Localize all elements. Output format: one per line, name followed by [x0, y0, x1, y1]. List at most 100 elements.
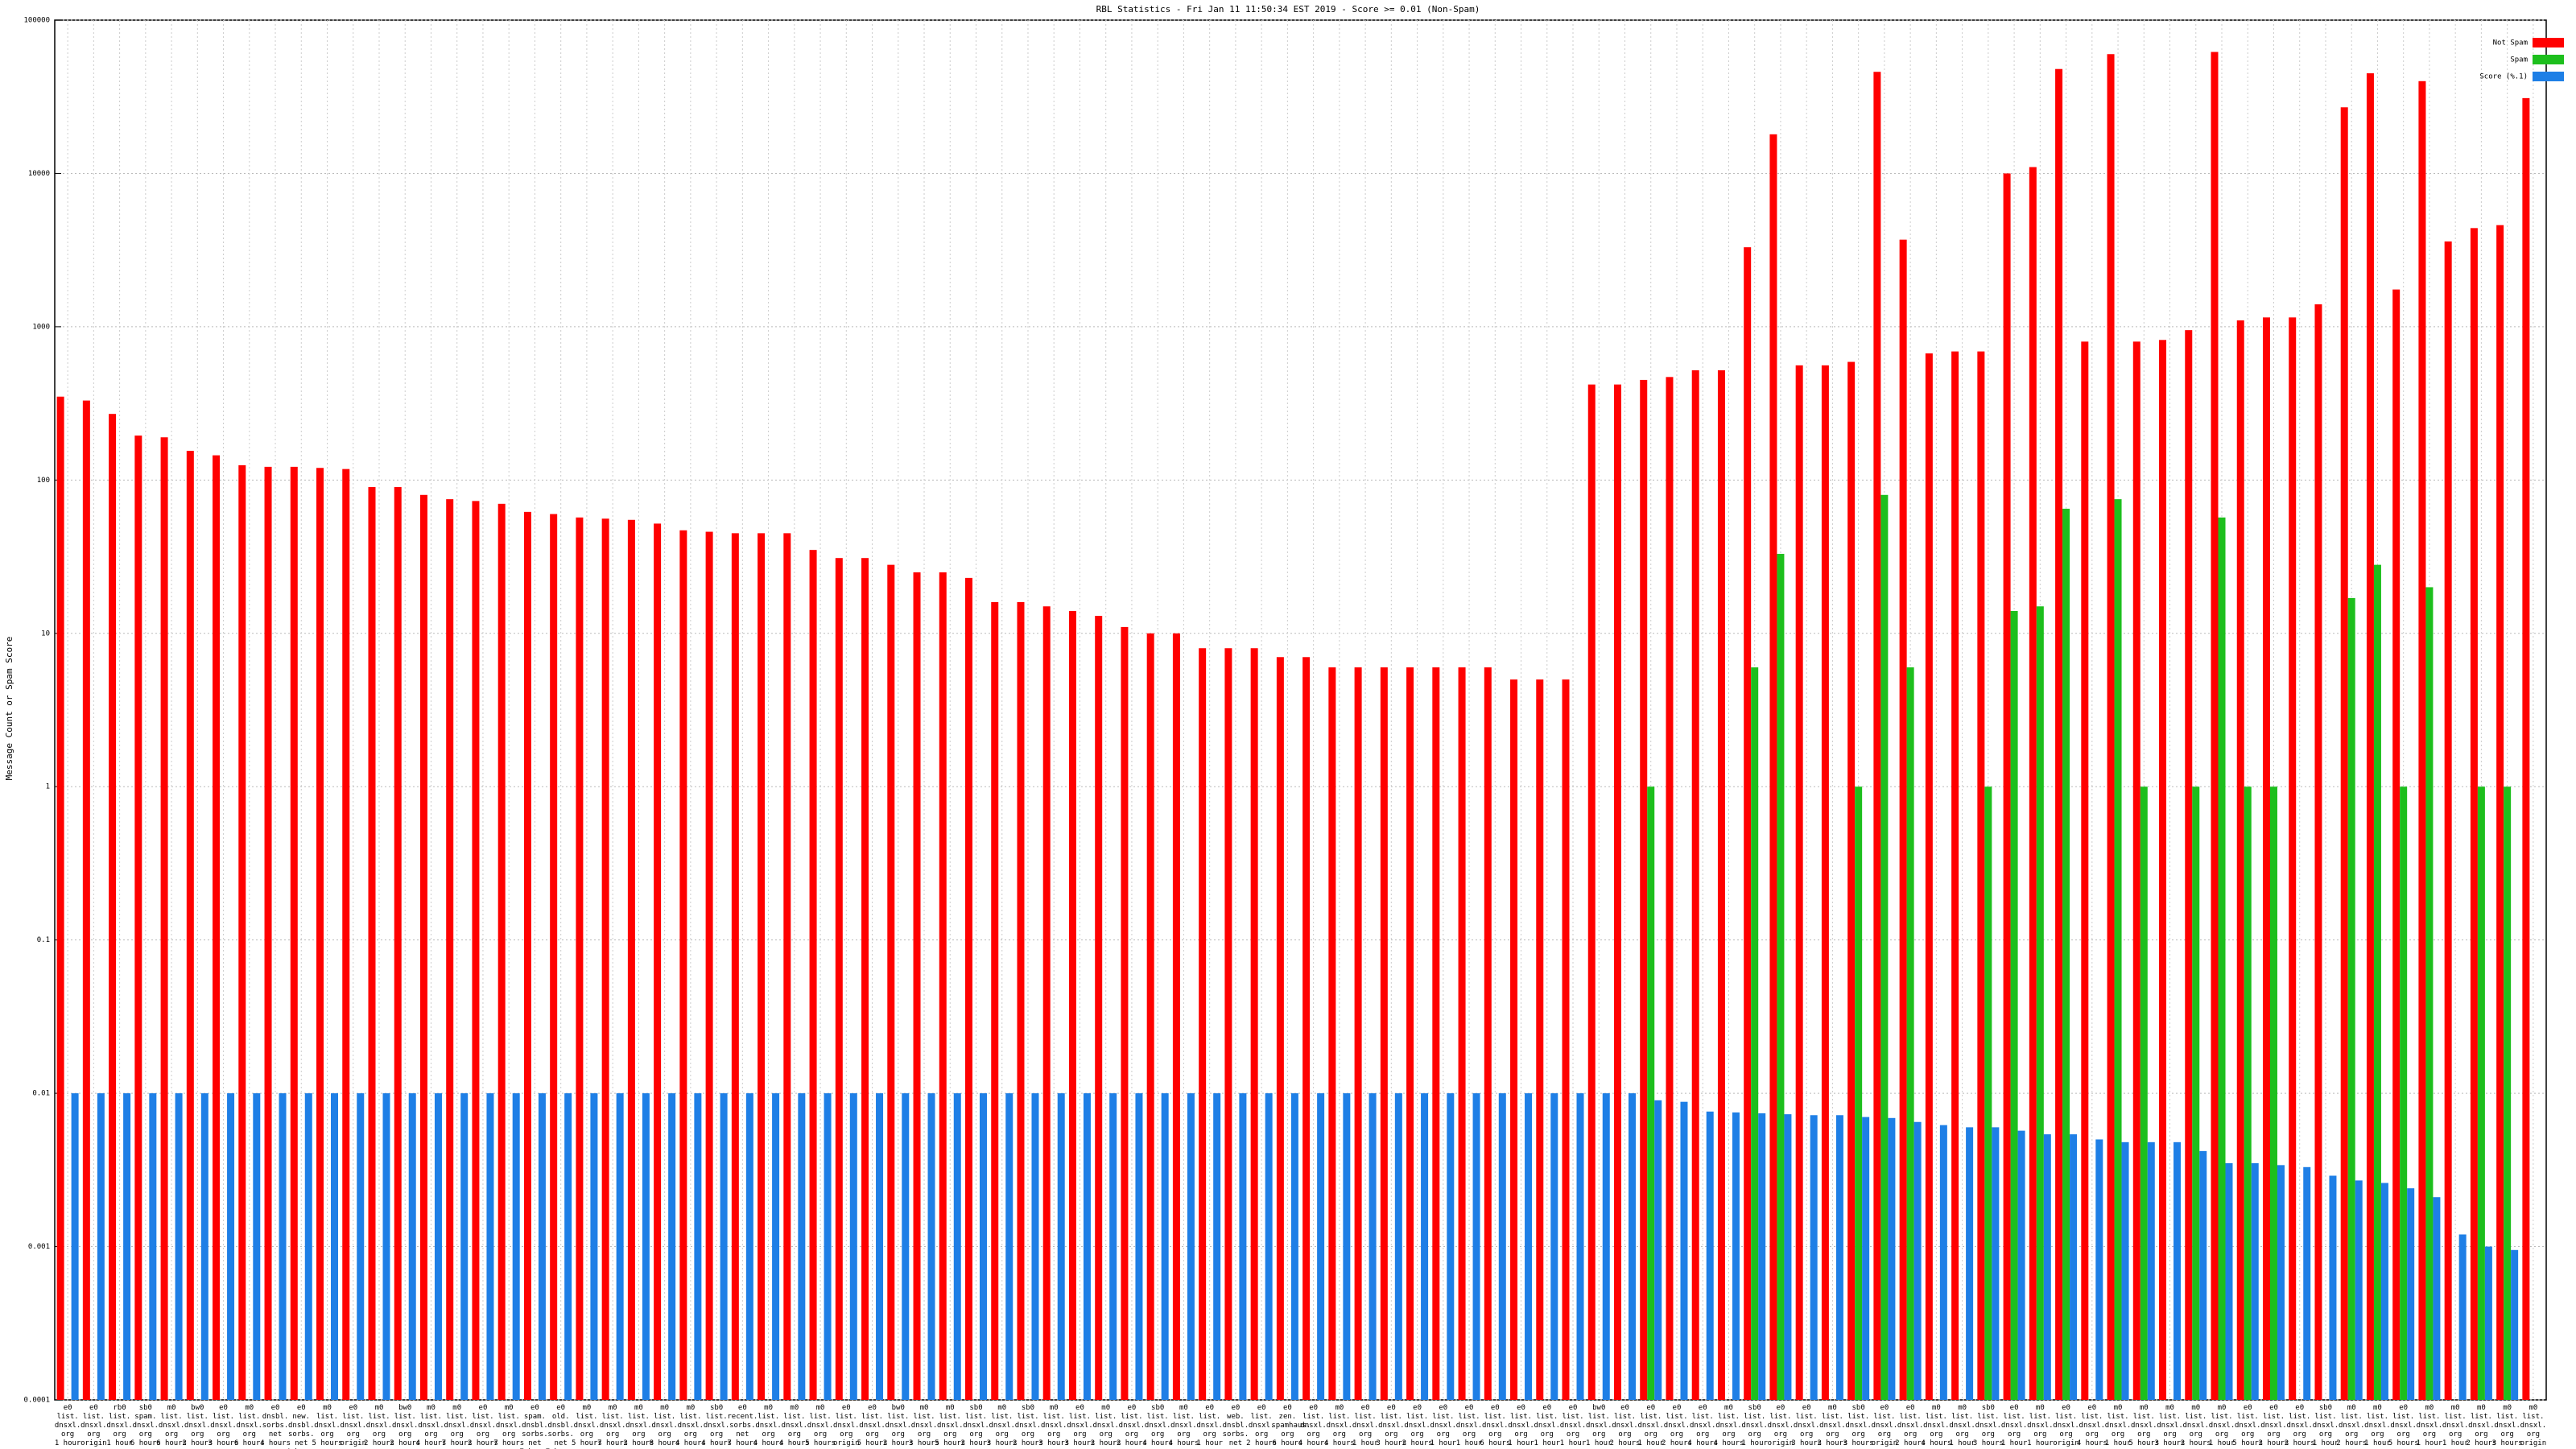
x-tick-label: m0 list. dnsxl. org 5 hours	[571, 1404, 602, 1447]
bar	[2192, 786, 2200, 1400]
bar	[2055, 68, 2063, 1401]
x-tick-label: e0 list. dnsxl. org 1 hour	[1508, 1404, 1534, 1447]
bar	[550, 514, 558, 1400]
x-tick-label: m0 list. dnsxl. org 4 hours	[753, 1404, 784, 1447]
x-tick-label: e0 list. dnsxl. org 1 hour	[2000, 1404, 2028, 1447]
x-tick-label: e0 list. dnsxl. org 3 hours	[208, 1404, 239, 1447]
bar	[1432, 667, 1440, 1400]
bar	[486, 1093, 494, 1400]
y-tick-label: 100	[37, 477, 50, 485]
bar	[1224, 648, 1232, 1400]
x-tick-label: e0 list. dnsxl. org 5 hours	[857, 1404, 888, 1447]
bar	[123, 1093, 131, 1400]
bar	[2289, 317, 2297, 1400]
bar	[2458, 1234, 2467, 1400]
x-tick-label: sb0 list. dnsxl. org 3 hours	[1972, 1404, 2004, 1447]
bar	[2029, 167, 2037, 1401]
bar	[1602, 1093, 1610, 1400]
bar	[2511, 1249, 2519, 1400]
bar	[2347, 597, 2355, 1400]
bar	[1057, 1093, 1065, 1400]
y-tick-label: 0.01	[32, 1090, 50, 1098]
y-axis-label: Message Count or Spam Score	[4, 637, 14, 781]
bar	[2010, 610, 2018, 1400]
x-tick-label: m0 list. dnsxl. org 2 hours	[1817, 1404, 1848, 1447]
x-tick-label: bw0 list. dnsxl. org 2 hours	[182, 1404, 213, 1447]
y-tick-label: 1000	[32, 323, 50, 331]
bar	[1925, 353, 1933, 1400]
bar	[1472, 1093, 1480, 1400]
bar	[1587, 384, 1596, 1401]
bar	[1706, 1111, 1714, 1400]
bar	[2251, 1162, 2259, 1400]
x-tick-label: m0 list. dnsxl. org 8 hours	[649, 1404, 680, 1447]
bar	[1394, 1093, 1402, 1400]
x-tick-label: e0 list. dnsxl. org origin	[80, 1404, 107, 1447]
x-tick-label: m0 list. dnsxl. org 5 hours	[2128, 1404, 2160, 1447]
bar	[1005, 1093, 1013, 1400]
x-tick-label: m0 list. dnsxl. org 4 hours	[778, 1404, 810, 1447]
bar	[2140, 786, 2148, 1400]
bar	[809, 550, 817, 1400]
bar	[523, 511, 531, 1401]
chart-title: RBL Statistics - Fri Jan 11 11:50:34 EST…	[1096, 4, 1480, 14]
bar	[2400, 786, 2408, 1400]
bar	[2418, 80, 2426, 1401]
bar	[1017, 601, 1025, 1400]
bar	[902, 1093, 910, 1400]
bar	[627, 519, 635, 1401]
bar	[2132, 341, 2140, 1400]
bar	[290, 466, 298, 1400]
x-tick-label: sb0 list. dnsxl. org 2 hours	[1013, 1404, 1043, 1447]
bar	[408, 1093, 416, 1400]
bar	[1691, 369, 1699, 1400]
x-tick-label: sb0 list. dnsxl. org 4 hours	[701, 1404, 733, 1447]
bar	[1343, 1093, 1351, 1400]
bar	[1966, 1127, 1974, 1400]
x-tick-label: m0 list. dnsxl. org 6 hours	[156, 1404, 188, 1447]
bar	[2262, 317, 2270, 1400]
bar	[1732, 1112, 1740, 1400]
x-tick-label: m0 list. dnsxl. org 1 hour	[2416, 1404, 2443, 1447]
bar	[2366, 73, 2374, 1401]
bar	[200, 1093, 208, 1400]
x-tick-label: m0 list. dnsxl. org 3 hours	[2154, 1404, 2186, 1447]
bar	[1161, 1093, 1169, 1400]
x-tick-label: e0 list. dnsxl. org origin	[340, 1404, 366, 1447]
x-tick-label: e0 list. dnsxl. org 1 hour	[1637, 1404, 1664, 1447]
bar	[2043, 1134, 2051, 1400]
bar	[1862, 1117, 1870, 1400]
bar	[1447, 1093, 1455, 1400]
bar	[1680, 1101, 1688, 1400]
x-tick-label: rb0 list. dnsxl. org 1 hour	[106, 1404, 133, 1447]
bar	[1290, 1093, 1298, 1400]
bar	[512, 1093, 520, 1400]
bar	[446, 499, 454, 1400]
x-tick-label: e0 list. dnsxl. org 3 hours	[1064, 1404, 1096, 1447]
bar	[1873, 72, 1881, 1400]
bar	[1121, 626, 1129, 1400]
x-tick-label: m0 list. dnsxl. org 5 hours	[312, 1404, 343, 1447]
x-tick-label: m0 list. dnsxl. org 1 hour	[2208, 1404, 2235, 1447]
bar	[2225, 1162, 2233, 1400]
bar	[576, 517, 584, 1400]
bar	[783, 533, 791, 1400]
x-tick-label: m0 list. dnsxl. org 7 hours	[493, 1404, 525, 1447]
bar	[2522, 97, 2530, 1401]
bar	[472, 501, 480, 1400]
bar	[2484, 1246, 2492, 1400]
bar	[2380, 1183, 2388, 1400]
x-tick-label: m0 list. dnsxl. org 4 hours	[415, 1404, 447, 1447]
bar	[253, 1093, 261, 1400]
bar	[1666, 377, 1674, 1400]
bar	[1847, 361, 1856, 1401]
bar	[419, 494, 427, 1400]
x-tick-label: e0 list. dnsxl. org 1 hour	[1430, 1404, 1457, 1447]
x-tick-label: e0 list. dnsxl. org 1 hour	[1534, 1404, 1561, 1447]
bar	[980, 1093, 988, 1400]
bar	[861, 558, 869, 1400]
x-tick-label: e0 list. dnsxl. org 2 hours	[467, 1404, 498, 1447]
bar	[2003, 173, 2011, 1400]
bar	[342, 469, 350, 1400]
bar	[2174, 1141, 2182, 1400]
